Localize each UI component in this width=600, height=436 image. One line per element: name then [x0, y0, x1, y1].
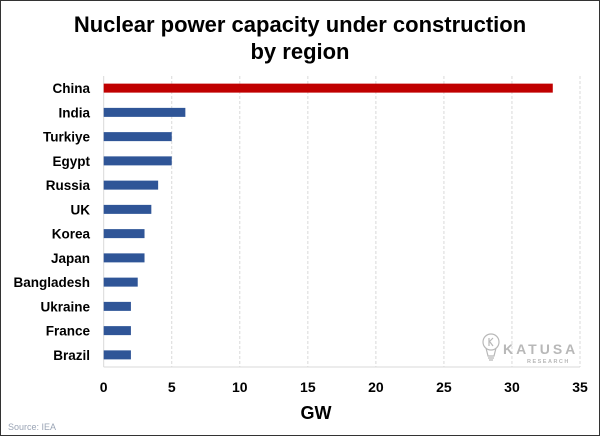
bar: [103, 107, 186, 117]
bar: [103, 204, 152, 214]
bar: [103, 350, 131, 360]
x-tick-label: 30: [504, 379, 520, 395]
bar: [103, 156, 172, 166]
chart-title-line-2: by region: [250, 39, 349, 64]
bar: [103, 253, 145, 263]
x-tick-label: 25: [436, 379, 452, 395]
category-label: Korea: [52, 227, 91, 242]
svg-text:RESEARCH: RESEARCH: [527, 359, 570, 365]
category-label: Ukraine: [40, 299, 90, 314]
x-tick-label: 5: [168, 379, 176, 395]
svg-text:KATUSA: KATUSA: [503, 341, 578, 357]
category-label: France: [46, 324, 91, 339]
category-label: China: [52, 81, 90, 96]
bar: [103, 326, 131, 336]
lightbulb-icon: [482, 333, 500, 361]
x-tick-label: 35: [572, 379, 588, 395]
bar: [103, 180, 159, 190]
category-label: Egypt: [52, 154, 90, 169]
bar: [103, 229, 145, 239]
category-label: Turkiye: [43, 130, 91, 145]
x-axis-label: GW: [301, 403, 332, 423]
category-label: Bangladesh: [13, 275, 90, 290]
x-tick-label: 15: [300, 379, 316, 395]
category-label: Russia: [46, 178, 91, 193]
katusa-logo: KATUSA RESEARCH: [482, 333, 578, 365]
source-note: Source: IEA: [8, 422, 56, 432]
x-tick-label: 0: [100, 379, 108, 395]
bar: [103, 277, 138, 287]
x-tick-label: 20: [368, 379, 384, 395]
bar: [103, 132, 172, 142]
chart-title-line-1: Nuclear power capacity under constructio…: [74, 12, 526, 37]
bar: [103, 83, 553, 93]
category-label: Japan: [51, 251, 90, 266]
category-label: India: [58, 105, 90, 120]
category-label: Brazil: [53, 348, 90, 363]
bar: [103, 301, 131, 311]
category-label: UK: [71, 202, 91, 217]
x-tick-label: 10: [232, 379, 248, 395]
